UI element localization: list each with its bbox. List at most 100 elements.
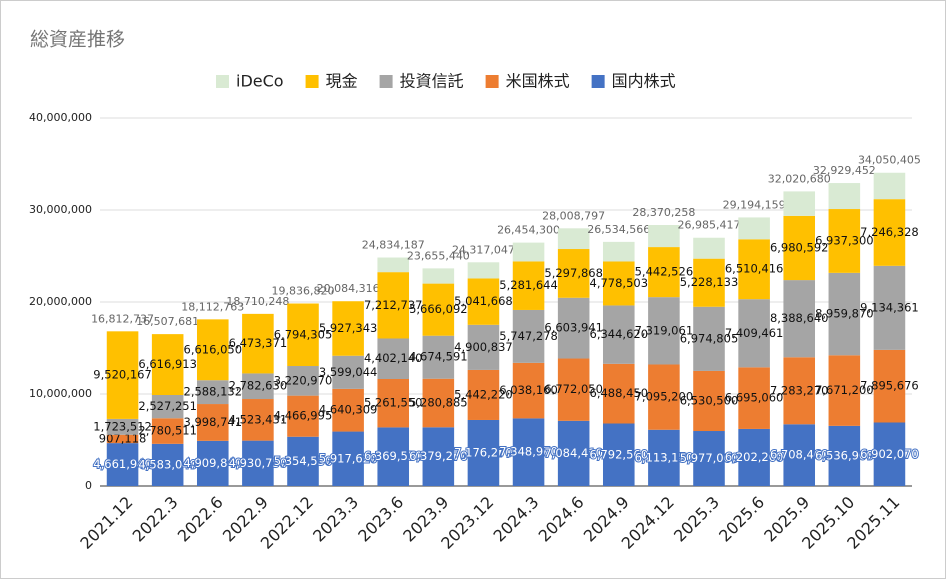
bar-segment [467,262,500,279]
total-label: 28,008,797 [542,209,605,222]
y-tick-label: 30,000,000 [29,203,92,216]
total-label: 24,834,187 [362,239,425,252]
data-label: 3,998,741 [184,415,243,429]
data-label: 5,297,868 [544,266,603,280]
bar-segment [332,301,364,356]
bar-segment [196,404,229,441]
data-label: 7,409,461 [725,326,784,340]
data-label: 6,113,150 [635,450,694,464]
bar-segment [783,357,816,425]
data-label: 4,930,750 [229,456,288,470]
bar-segment [873,265,906,350]
y-tick-label: 40,000,000 [29,111,92,124]
data-label: 6,379,270 [409,449,468,463]
bar-segment [467,369,500,420]
bar-segment [287,366,319,396]
bar-segment [557,249,590,298]
data-label: 6,473,371 [229,336,288,350]
total-label: 34,050,405 [858,154,921,167]
legend-swatch [305,75,319,88]
data-label: 6,038,160 [499,383,558,397]
data-label: 6,510,416 [725,262,784,276]
bar-segment [693,237,725,259]
data-label: 4,583,040 [138,457,197,471]
total-label: 32,020,680 [768,172,831,185]
bar-segment [422,378,455,428]
bar-segment [287,436,319,486]
bar-segment [151,334,184,396]
bar-segment [422,335,455,379]
data-label: 7,348,970 [499,445,558,459]
bar-segment [332,355,364,389]
data-label: 4,466,995 [274,409,333,423]
bar-segment [422,268,455,284]
total-label: 26,454,300 [497,224,560,237]
data-label: 7,895,676 [860,379,919,393]
bar-segment [332,431,364,486]
data-label: 8,959,870 [815,307,874,321]
data-label: 6,616,050 [184,342,243,356]
total-label: 24,317,047 [452,243,515,256]
data-label: 5,280,885 [409,396,468,410]
data-label: 7,671,200 [815,383,874,397]
bar-segment [828,272,861,356]
data-label: 6,530,500 [680,393,739,407]
bar-segment [242,313,274,374]
data-label: 6,980,592 [770,240,829,254]
bar-segment [873,199,906,266]
legend-swatch [216,75,229,88]
bar-segment [602,363,635,424]
data-label: 3,220,970 [274,373,333,387]
bar-segment [648,429,680,486]
bar-segment [287,395,319,437]
data-label: 6,974,805 [680,331,739,345]
bar-segment [693,306,725,371]
bar-segment [422,427,455,486]
legend-swatch [485,75,499,88]
bar-segment [693,431,725,486]
bar-segment [738,239,770,300]
data-label: 6,202,260 [725,450,784,464]
data-label: 6,794,305 [274,327,333,341]
data-label: 7,084,410 [544,446,603,460]
bar-segment [783,280,816,358]
bar-segment [106,418,139,435]
legend-label: 現金 [326,72,358,91]
bar-segment [512,309,545,363]
total-label: 16,812,737 [91,312,154,325]
bar-segment [648,364,680,430]
data-label: 9,520,167 [93,368,152,382]
data-label: 6,603,941 [544,321,603,335]
bar-segment [467,278,500,325]
data-label: 4,661,940 [93,457,152,471]
data-label: 1,723,512 [93,419,152,433]
bar-segment [557,420,590,486]
data-label: 2,780,511 [138,424,197,438]
data-label: 6,772,050 [544,382,603,396]
total-label: 32,929,452 [813,164,876,177]
data-label: 6,369,550 [364,449,423,463]
bar-segment [557,358,590,421]
bar-segment [693,370,725,432]
bar-segment [512,362,545,419]
data-label: 5,917,620 [319,451,378,465]
data-label: 6,695,060 [725,391,784,405]
data-label: 6,488,450 [590,386,649,400]
bar-segment [377,378,410,428]
total-label: 26,985,417 [678,219,741,232]
total-label: 18,112,763 [181,300,244,313]
data-label: 6,536,900 [815,448,874,462]
data-label: 6,902,070 [860,447,919,461]
bar-segment [287,303,319,367]
bar-segment [422,283,455,336]
data-label: 5,041,668 [454,294,513,308]
total-label: 29,194,159 [723,198,786,211]
bar-segment [467,419,500,486]
data-label: 5,927,343 [319,321,378,335]
data-label: 7,246,328 [860,225,919,239]
bar-segment [512,418,545,486]
total-label: 16,507,681 [136,315,199,328]
data-label: 6,344,620 [590,327,649,341]
bar-segment [196,440,229,486]
